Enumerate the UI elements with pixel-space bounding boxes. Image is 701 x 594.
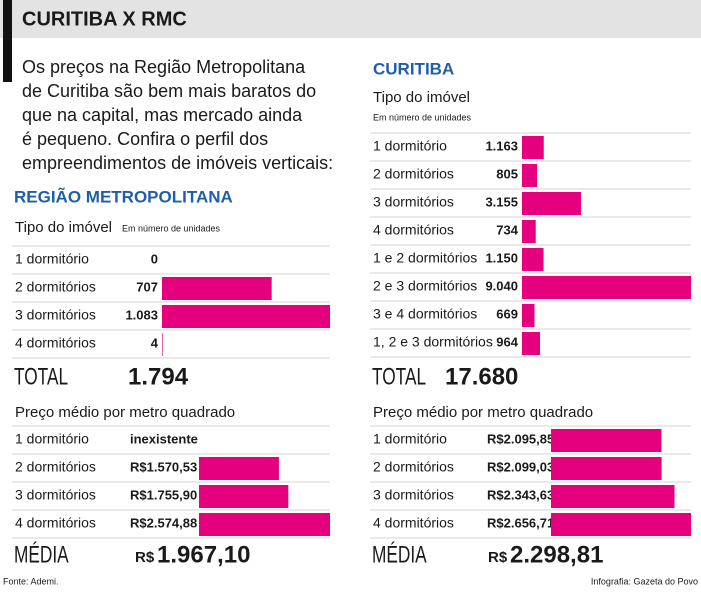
bar (551, 429, 662, 452)
category-label: 2 dormitórios (15, 459, 96, 475)
category-label: 4 dormitórios (373, 222, 454, 238)
intro-line: empreendimentos de imóveis verticais: (22, 153, 333, 173)
value-label: R$2.343,63 (487, 487, 554, 502)
category-label: 2 dormitórios (373, 459, 454, 475)
value-label: R$2.099,03 (487, 459, 554, 474)
bar (551, 457, 662, 480)
category-label: 1 dormitório (373, 138, 447, 154)
chart-title: Tipo do imóvel (15, 219, 112, 236)
bar (522, 220, 536, 243)
bar (522, 276, 691, 299)
total-label: MÉDIA (372, 542, 427, 568)
value-label: 707 (136, 279, 158, 294)
category-label: 4 dormitórios (15, 335, 96, 351)
bar (162, 333, 163, 356)
category-label: 2 e 3 dormitórios (373, 278, 477, 294)
title: CURITIBA X RMC (22, 8, 187, 30)
intro-line: Os preços na Região Metropolitana (22, 57, 306, 77)
category-label: 3 dormitórios (373, 487, 454, 503)
category-label: 4 dormitórios (373, 515, 454, 531)
bar (199, 513, 330, 536)
value-label: 4 (151, 335, 159, 350)
value-label: 669 (496, 306, 518, 321)
credit: Infografia: Gazeta do Povo (591, 576, 698, 586)
source: Fonte: Ademi. (3, 576, 59, 586)
bar (551, 513, 691, 536)
total-prefix: R$ (488, 549, 508, 566)
value-label: 964 (496, 334, 518, 349)
bar (162, 277, 272, 300)
category-label: 1 e 2 dormitórios (373, 250, 477, 266)
total-value: 17.680 (445, 363, 518, 390)
region-heading: REGIÃO METROPOLITANA (14, 186, 233, 206)
category-label: 2 dormitórios (15, 279, 96, 295)
bar (522, 332, 541, 355)
bar (522, 192, 581, 215)
bar (522, 164, 538, 187)
bar (522, 304, 535, 327)
category-label: 3 dormitórios (15, 487, 96, 503)
chart-title: Tipo do imóvel (373, 89, 470, 106)
intro-line: que na capital, mas mercado ainda (22, 105, 303, 125)
bar (551, 485, 675, 508)
total-value: 1.967,10 (157, 541, 250, 568)
total-value: 2.298,81 (510, 541, 603, 568)
value-label: 1.083 (125, 307, 158, 322)
category-label: 1 dormitório (373, 431, 447, 447)
total-label: TOTAL (14, 364, 68, 390)
chart-title: Preço médio por metro quadrado (373, 404, 593, 421)
header-band (0, 0, 701, 38)
bar (162, 305, 330, 328)
category-label: 4 dormitórios (15, 515, 96, 531)
total-label: MÉDIA (14, 542, 69, 568)
region-heading: CURITIBA (373, 59, 454, 78)
value-label: 3.155 (485, 194, 518, 209)
intro-line: é pequeno. Confira o perfil dos (22, 129, 268, 149)
value-label: R$2.095,85 (487, 431, 554, 446)
value-label: R$2.656,71 (487, 515, 554, 530)
value-label: 9.040 (485, 278, 518, 293)
bar (199, 457, 279, 480)
total-label: TOTAL (372, 364, 426, 390)
value-label: 805 (496, 166, 518, 181)
value-label: inexistente (130, 431, 198, 446)
category-label: 1 dormitório (15, 251, 89, 267)
value-label: 1.163 (485, 138, 518, 153)
value-label: R$2.574,88 (130, 515, 197, 530)
bar (522, 136, 544, 159)
category-label: 1 dormitório (15, 431, 89, 447)
bar (522, 248, 544, 271)
category-label: 3 dormitórios (15, 307, 96, 323)
category-label: 1, 2 e 3 dormitórios (373, 334, 493, 350)
total-value: 1.794 (128, 363, 189, 390)
chart-subtitle: Em número de unidades (373, 112, 472, 122)
category-label: 2 dormitórios (373, 166, 454, 182)
value-label: R$1.570,53 (130, 459, 197, 474)
value-label: 0 (151, 251, 158, 266)
bar (199, 485, 289, 508)
value-label: 734 (496, 222, 518, 237)
value-label: 1.150 (485, 250, 518, 265)
category-label: 3 dormitórios (373, 194, 454, 210)
value-label: R$1.755,90 (130, 487, 197, 502)
chart-subtitle: Em número de unidades (122, 223, 221, 233)
header-accent (3, 0, 12, 82)
intro-line: de Curitiba são bem mais baratos do (22, 81, 316, 101)
total-prefix: R$ (135, 549, 155, 566)
chart-title: Preço médio por metro quadrado (15, 404, 235, 421)
category-label: 3 e 4 dormitórios (373, 306, 477, 322)
